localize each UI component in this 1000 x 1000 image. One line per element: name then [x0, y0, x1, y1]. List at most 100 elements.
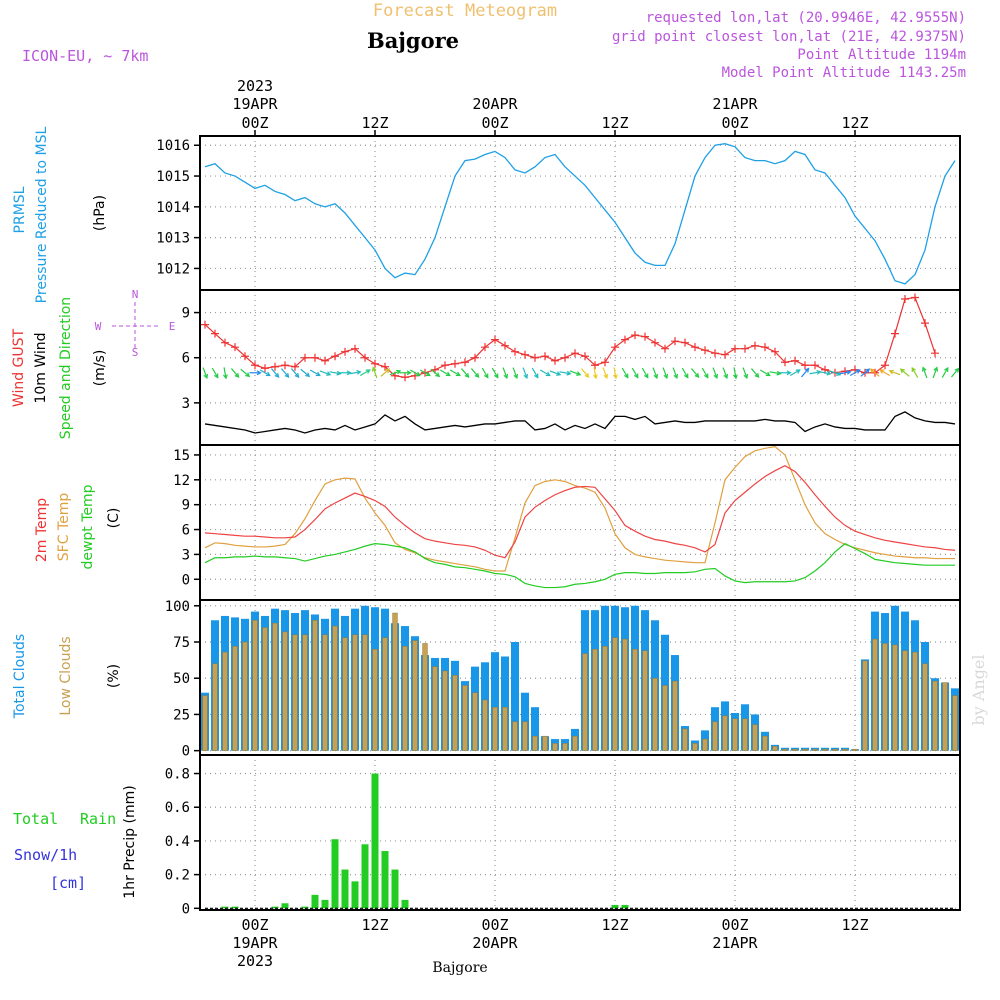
wind-dir-arrowhead	[846, 369, 852, 375]
wind-dir-arrow	[631, 367, 639, 378]
low-cloud-bar	[492, 706, 498, 751]
low-cloud-bar	[642, 650, 648, 751]
low-cloud-bar	[302, 634, 308, 751]
gust-point	[811, 361, 819, 370]
wind-dir-arrowhead	[634, 373, 639, 379]
wind-dir-arrowhead	[694, 372, 700, 378]
wind-dir-arrow	[223, 367, 227, 379]
gust-point	[251, 361, 259, 370]
wind-dir-arrowhead	[445, 371, 451, 377]
prmsl-line	[204, 143, 956, 285]
wind-dir-arrowhead	[765, 371, 771, 377]
sfc-temp-line	[204, 446, 955, 572]
gust-line	[204, 296, 936, 378]
wind-dir-arrowhead	[435, 372, 441, 378]
precip-ytick-label: 0	[182, 901, 190, 917]
wind-dir-arrow	[259, 369, 271, 377]
rain-bar	[351, 881, 359, 909]
model-label: ICON-EU, ~ 7km	[22, 47, 148, 65]
rain-bar	[381, 851, 389, 909]
wind-dir-arrowhead	[284, 372, 290, 378]
wind-dir-arrowhead	[455, 371, 461, 377]
wind-dir-arrowhead	[624, 373, 629, 379]
low-cloud-bar	[652, 677, 658, 751]
low-cloud-bar	[662, 685, 668, 751]
gust-point	[261, 364, 269, 373]
low-cloud-bar	[832, 748, 838, 751]
bottom-time-label-b20: 20APR	[472, 934, 518, 952]
precip-ytick-label: 0.2	[165, 868, 190, 884]
wind-dir-arrowhead	[256, 370, 262, 376]
low-cloud-bar	[362, 634, 368, 751]
temp-ytick-label: 9	[182, 498, 190, 514]
pressure-ytick-label: 1015	[156, 169, 190, 185]
gust-point	[361, 353, 369, 362]
wind-dir-arrow	[211, 367, 219, 378]
wind-dir-arrow	[409, 369, 421, 377]
gust-point	[281, 361, 289, 370]
wind-dir-arrowhead	[754, 372, 760, 378]
wind-dir-arrow	[769, 371, 781, 375]
wind-dir-arrowhead	[836, 371, 842, 376]
wind-speed-dir-label: Speed and Direction	[58, 297, 74, 439]
precip-total-label: Total	[13, 810, 58, 828]
wind-dir-arrowhead	[954, 367, 960, 373]
wind-dir-arrowhead	[684, 373, 689, 379]
bottom-time-label-b12b: 12Z	[601, 916, 628, 934]
wind-dir-arrow	[309, 369, 321, 377]
precip-rain-label: Rain	[80, 810, 116, 828]
wind-dir-arrow	[231, 368, 239, 378]
wind-dir-arrow	[860, 368, 870, 377]
gust-point	[201, 320, 209, 329]
rain-bar	[281, 903, 289, 909]
rain-bar	[321, 899, 329, 909]
bottom-time-label-b21: 21APR	[712, 934, 758, 952]
low-cloud-bar	[552, 743, 558, 751]
wind-dir-arrowhead	[396, 369, 402, 375]
wind-dir-arrowhead	[713, 373, 719, 380]
top-time-label-d19-z: 00Z	[241, 114, 268, 132]
gust-point	[341, 347, 349, 356]
gust-point	[671, 337, 679, 346]
wind-ytick-label: 6	[182, 351, 190, 367]
low-cloud-bar	[522, 721, 528, 751]
low-cloud-bar	[282, 631, 288, 751]
gust-point	[401, 373, 409, 382]
low-cloud-bar	[692, 743, 698, 751]
low-cloud-bar	[892, 644, 898, 751]
wind-dir-arrowhead	[566, 370, 572, 376]
wind-dir-arrow	[559, 371, 571, 375]
wind-dir-arrowhead	[603, 373, 609, 380]
wind-dir-arrow	[641, 367, 649, 378]
low-cloud-bar	[912, 651, 918, 751]
wind-dir-arrowhead	[346, 370, 352, 376]
bottom-time-label-b12a: 12Z	[361, 916, 388, 934]
gust-point	[931, 349, 939, 358]
wind-dir-arrow	[829, 370, 841, 376]
wind-dir-arrow	[449, 369, 461, 377]
wind-dir-arrowhead	[732, 374, 738, 380]
bottom-time-label-b12c: 12Z	[841, 916, 868, 934]
low-cloud-bar	[772, 746, 778, 751]
wind-dir-arrowhead	[425, 371, 431, 377]
low-cloud-bar	[332, 625, 338, 751]
low-cloud-bar	[262, 627, 268, 751]
low-cloud-bar	[942, 682, 948, 751]
top-time-label-d20-date: 20APR	[472, 95, 518, 113]
low-cloud-bar	[432, 666, 438, 751]
gust-point	[331, 352, 339, 361]
clouds-ytick-label: 25	[173, 707, 190, 723]
wind-dir-arrow	[662, 367, 668, 379]
gust-point	[371, 359, 379, 368]
low-cloud-bar	[612, 637, 618, 751]
wind-dir-arrowhead	[556, 371, 562, 376]
top-time-label-d21-z: 00Z	[721, 114, 748, 132]
wind-dir-arrowhead	[336, 370, 342, 376]
pressure-ytick-label: 1016	[156, 138, 190, 154]
wind-dir-arrowhead	[294, 372, 300, 378]
low-cloud-bar	[682, 728, 688, 751]
wind-ytick-label: 3	[182, 396, 190, 412]
